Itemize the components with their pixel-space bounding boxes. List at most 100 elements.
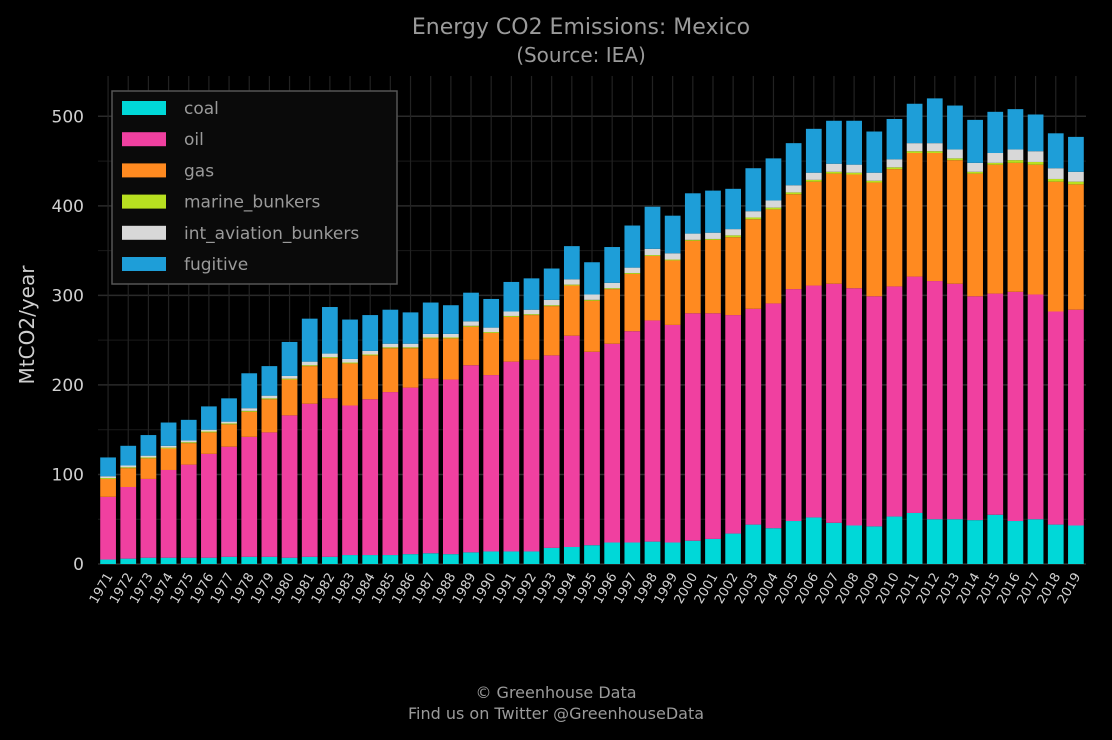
- bar-coal-1979: [261, 556, 278, 564]
- bar-marine_bunkers-2012: [926, 151, 943, 154]
- bar-oil-1977: [221, 446, 237, 557]
- bar-fugitive-1976: [201, 406, 217, 430]
- bar-marine_bunkers-1994: [563, 284, 580, 286]
- legend-swatch-oil: [122, 132, 166, 147]
- bar-coal-2015: [987, 514, 1004, 564]
- bar-fugitive-1972: [120, 445, 137, 466]
- bar-marine_bunkers-1986: [402, 347, 419, 349]
- bar-oil-1971: [100, 496, 116, 560]
- bar-gas-2002: [725, 237, 742, 316]
- bar-coal-2012: [926, 519, 943, 564]
- bar-fugitive-1999: [664, 215, 681, 254]
- bar-coal-2017: [1027, 519, 1044, 564]
- bar-marine_bunkers-1971: [100, 478, 116, 479]
- bar-coal-1995: [584, 545, 600, 564]
- bar-gas-2006: [805, 181, 822, 286]
- bar-oil-1988: [442, 379, 459, 555]
- legend-label-oil: oil: [184, 130, 204, 150]
- bar-gas-1974: [160, 448, 177, 470]
- bar-int_aviation_bunkers-2011: [906, 143, 923, 152]
- bar-fugitive-2019: [1068, 136, 1084, 172]
- bar-marine_bunkers-1990: [483, 332, 500, 333]
- bar-gas-2015: [987, 164, 1004, 294]
- bar-oil-1989: [463, 365, 479, 553]
- bar-int_aviation_bunkers-1981: [301, 361, 318, 366]
- bar-marine_bunkers-2011: [906, 151, 923, 154]
- bar-gas-1984: [362, 355, 379, 400]
- bar-oil-2011: [906, 276, 923, 513]
- bar-fugitive-1997: [624, 225, 641, 268]
- bar-oil-2003: [745, 308, 762, 525]
- bar-fugitive-1974: [160, 422, 177, 446]
- bar-oil-1973: [140, 478, 157, 558]
- bar-int_aviation_bunkers-2014: [967, 162, 983, 172]
- bar-gas-2018: [1047, 181, 1064, 312]
- bar-fugitive-1988: [442, 305, 459, 334]
- bar-coal-2014: [967, 520, 983, 564]
- bar-coal-1988: [442, 554, 459, 564]
- bar-int_aviation_bunkers-1975: [180, 440, 197, 443]
- bar-gas-1995: [584, 300, 600, 352]
- bar-coal-2013: [947, 519, 963, 564]
- bar-coal-1989: [463, 552, 479, 564]
- bar-fugitive-1975: [180, 419, 197, 441]
- bar-coal-1971: [100, 559, 116, 564]
- bar-gas-1977: [221, 424, 237, 447]
- legend-label-coal: coal: [184, 99, 219, 119]
- bar-marine_bunkers-1984: [362, 354, 379, 356]
- bar-gas-1978: [241, 411, 258, 437]
- bar-oil-1974: [160, 469, 177, 558]
- bar-fugitive-2003: [745, 168, 762, 212]
- bar-marine_bunkers-2013: [947, 158, 963, 161]
- bar-coal-1982: [322, 556, 338, 564]
- bar-fugitive-1984: [362, 315, 379, 351]
- bar-marine_bunkers-1973: [140, 457, 157, 459]
- bar-coal-1976: [201, 557, 217, 564]
- bar-oil-1990: [483, 375, 500, 552]
- bar-coal-1972: [120, 558, 137, 564]
- bar-int_aviation_bunkers-1988: [442, 333, 459, 338]
- legend-swatch-coal: [122, 101, 166, 115]
- bar-fugitive-1989: [463, 292, 479, 322]
- bar-coal-2011: [906, 512, 923, 564]
- bar-int_aviation_bunkers-1972: [120, 465, 137, 468]
- bar-coal-2004: [765, 528, 782, 564]
- bar-marine_bunkers-2019: [1068, 181, 1084, 185]
- bar-int_aviation_bunkers-1991: [503, 311, 520, 316]
- bar-coal-2005: [785, 521, 802, 564]
- bar-marine_bunkers-1983: [342, 362, 358, 364]
- bar-int_aviation_bunkers-1996: [604, 282, 621, 289]
- bar-int_aviation_bunkers-1982: [322, 353, 338, 358]
- bar-int_aviation_bunkers-2000: [684, 233, 701, 240]
- bar-int_aviation_bunkers-1994: [563, 279, 580, 285]
- bar-int_aviation_bunkers-1980: [281, 375, 298, 379]
- bar-gas-1975: [180, 443, 197, 465]
- bar-gas-2014: [967, 173, 983, 297]
- bar-int_aviation_bunkers-2012: [926, 143, 943, 152]
- bar-marine_bunkers-1992: [523, 314, 540, 316]
- bar-oil-1975: [180, 464, 197, 558]
- bar-gas-1999: [664, 260, 681, 325]
- bar-fugitive-2006: [805, 128, 822, 173]
- bar-marine_bunkers-1989: [463, 325, 479, 327]
- bar-coal-2019: [1068, 525, 1084, 564]
- bar-marine_bunkers-1987: [422, 337, 439, 339]
- bar-int_aviation_bunkers-1999: [664, 253, 681, 260]
- bar-gas-1996: [604, 289, 621, 344]
- bar-gas-1992: [523, 315, 540, 360]
- bar-fugitive-2015: [987, 111, 1004, 154]
- chart-title: Energy CO2 Emissions: Mexico: [412, 15, 750, 40]
- bar-marine_bunkers-1993: [543, 305, 560, 307]
- y-tick-label: 0: [73, 555, 84, 575]
- bar-gas-2005: [785, 194, 802, 290]
- bar-int_aviation_bunkers-1976: [201, 429, 217, 432]
- bar-marine_bunkers-1976: [201, 431, 217, 433]
- bar-coal-1987: [422, 553, 439, 564]
- bar-oil-1981: [301, 403, 318, 557]
- legend-label-fugitive: fugitive: [184, 255, 248, 275]
- bar-fugitive-1985: [382, 309, 399, 344]
- bar-oil-1976: [201, 453, 217, 558]
- bar-oil-2012: [926, 281, 943, 520]
- bar-int_aviation_bunkers-2005: [785, 185, 802, 193]
